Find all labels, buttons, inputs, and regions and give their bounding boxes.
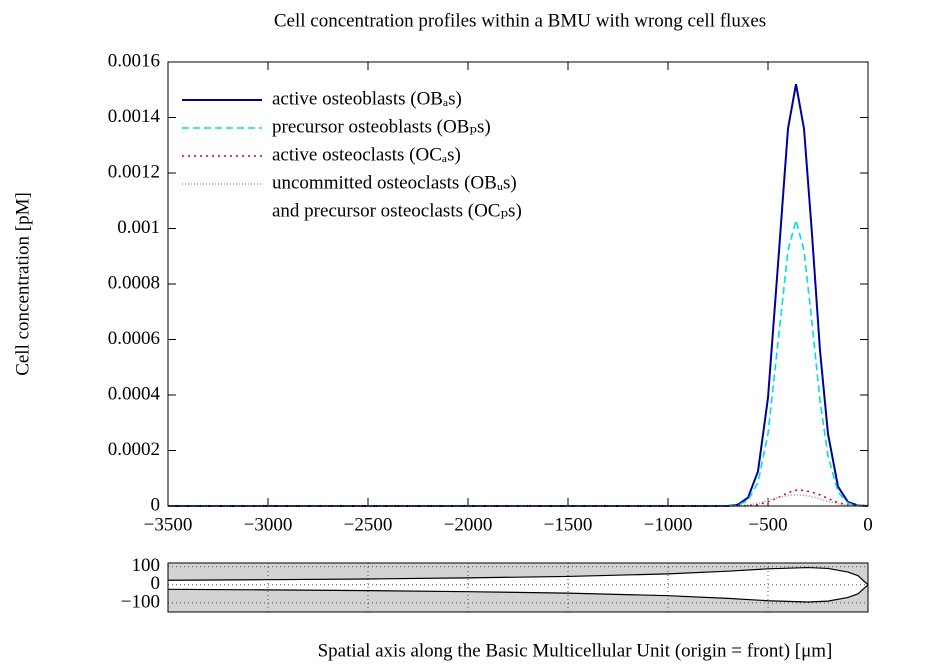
x-tick-label: −3500	[144, 514, 193, 535]
series-line	[168, 217, 869, 507]
x-tick-label: −2000	[444, 514, 493, 535]
y-tick-label: 0.0016	[108, 50, 160, 71]
x-tick-label: −500	[748, 514, 787, 535]
legend-label: and precursor osteoclasts (OCₚs)	[272, 200, 522, 221]
y-tick-label: 0.0002	[108, 439, 160, 460]
y-tick-label: 0.0012	[108, 161, 160, 182]
y-tick-label: 0.001	[117, 217, 160, 238]
bmu-interior	[168, 567, 868, 603]
chart-title: Cell concentration profiles within a BMU…	[274, 10, 766, 31]
legend-label: precursor osteoblasts (OBₚs)	[272, 116, 491, 137]
y-tick-label: 0.0014	[108, 106, 161, 127]
bmu-outline	[167, 584, 869, 603]
x-axis-label: Spatial axis along the Basic Multicellul…	[318, 640, 833, 661]
y-tick-label: 0	[151, 573, 161, 594]
legend-label: active osteoblasts (OBₐs)	[272, 88, 462, 109]
y-tick-label: 0.0004	[108, 383, 161, 404]
x-tick-label: 0	[863, 514, 873, 535]
plot-frame	[167, 562, 869, 613]
y-tick-label: −100	[121, 591, 160, 612]
series-line	[168, 489, 869, 507]
plot-frame	[167, 61, 869, 507]
x-tick-label: −3000	[244, 514, 293, 535]
y-axis-label: Cell concentration [pM]	[12, 192, 33, 376]
legend-label: active osteoclasts (OCₐs)	[272, 144, 461, 165]
series-line	[168, 84, 869, 507]
series-line	[168, 494, 869, 507]
bmu-outline	[167, 566, 869, 586]
x-tick-label: −1000	[644, 514, 693, 535]
x-tick-label: −2500	[344, 514, 393, 535]
y-tick-label: 0.0006	[108, 328, 160, 349]
legend-label: uncommitted osteoclasts (OBᵤs)	[272, 172, 517, 193]
y-tick-label: 0	[151, 494, 161, 515]
y-tick-label: 0.0008	[108, 272, 160, 293]
x-tick-label: −1500	[544, 514, 593, 535]
y-tick-label: 100	[132, 555, 161, 576]
